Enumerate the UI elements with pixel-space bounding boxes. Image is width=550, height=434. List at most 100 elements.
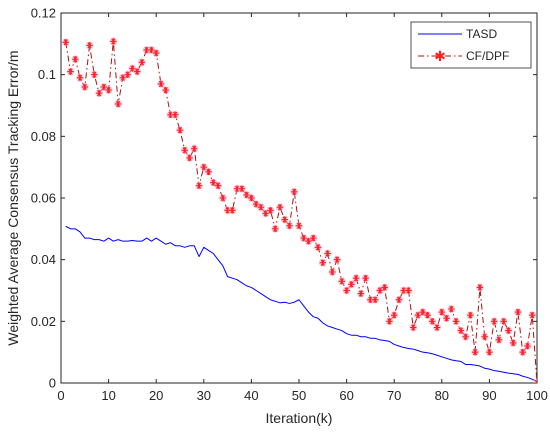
data-point	[162, 86, 169, 94]
data-point	[495, 336, 503, 344]
data-point	[519, 348, 526, 356]
data-point	[295, 222, 303, 229]
data-point	[72, 56, 79, 63]
y-tick-label: 0.04	[31, 252, 56, 267]
data-point	[191, 145, 198, 152]
x-tick-label: 70	[387, 388, 401, 403]
series-line-tasd	[65, 225, 537, 382]
legend-cfdpf-label: CF/DPF	[466, 49, 509, 63]
data-point	[338, 278, 346, 285]
legend-cfdpf-marker: ✱	[434, 49, 446, 65]
y-axis-ticks: 0 0.02 0.04 0.06 0.08 0.1 0.12	[31, 6, 537, 391]
data-point	[100, 83, 108, 91]
data-point	[514, 308, 522, 316]
data-point	[267, 207, 274, 214]
data-point	[467, 311, 474, 319]
series-line-cf-dpf	[65, 40, 537, 383]
data-point	[405, 287, 412, 294]
data-point	[138, 59, 146, 66]
y-tick-label: 0.06	[31, 191, 56, 206]
data-point	[210, 179, 217, 186]
data-point	[181, 147, 188, 154]
data-point	[357, 290, 365, 297]
x-axis-ticks: 0 10 20 30 40 50 60 70 80 90 100	[57, 13, 548, 403]
data-point	[352, 274, 360, 282]
x-tick-label: 50	[292, 388, 306, 403]
data-point	[167, 111, 174, 118]
x-tick-label: 90	[482, 388, 496, 403]
data-point	[462, 333, 469, 340]
y-axis-label: Weighted Average Consensus Tracking Erro…	[5, 50, 21, 345]
data-point	[129, 65, 136, 72]
data-point	[529, 311, 536, 319]
data-point	[362, 274, 369, 282]
data-point	[314, 244, 322, 251]
data-point	[490, 318, 498, 325]
data-point	[443, 315, 450, 322]
data-point	[272, 225, 279, 233]
data-point	[329, 268, 336, 276]
data-point	[319, 259, 326, 266]
data-point	[81, 83, 88, 91]
x-tick-label: 0	[57, 388, 64, 403]
data-point	[510, 339, 517, 347]
x-axis-label: Iteration(k)	[266, 410, 333, 426]
data-point	[424, 311, 431, 319]
data-point	[205, 168, 212, 175]
data-point	[114, 100, 122, 108]
legend-tasd-label: TASD	[466, 27, 497, 41]
x-tick-label: 60	[339, 388, 353, 403]
y-tick-label: 0.08	[31, 129, 56, 144]
data-point	[343, 287, 350, 294]
data-point	[186, 154, 193, 162]
data-point	[381, 284, 388, 291]
data-point	[524, 342, 531, 350]
x-tick-label: 80	[435, 388, 449, 403]
data-point	[86, 42, 93, 49]
data-point	[471, 348, 479, 356]
data-point	[195, 182, 203, 189]
data-point	[500, 318, 507, 325]
data-point	[133, 68, 141, 75]
data-point	[224, 207, 231, 214]
data-point	[91, 71, 98, 78]
data-point	[286, 222, 293, 229]
data-point	[67, 68, 74, 75]
x-tick-label: 10	[101, 388, 115, 403]
data-point	[238, 185, 246, 192]
series-layer	[61, 37, 537, 383]
data-point	[386, 318, 393, 325]
data-point	[333, 256, 341, 263]
data-point	[452, 318, 460, 325]
data-point	[62, 39, 69, 46]
y-tick-label: 0.12	[31, 6, 56, 21]
data-point	[110, 38, 117, 45]
data-point	[371, 296, 379, 303]
data-point	[448, 305, 455, 313]
data-point	[457, 327, 465, 334]
data-point	[486, 348, 493, 356]
data-point	[176, 126, 184, 134]
data-point	[124, 71, 131, 78]
data-point	[291, 188, 298, 196]
data-point	[219, 194, 227, 202]
data-point	[281, 216, 288, 223]
data-point	[276, 204, 284, 211]
data-point	[105, 86, 112, 94]
x-tick-label: 40	[244, 388, 258, 403]
data-point	[76, 74, 84, 81]
y-tick-label: 0	[49, 376, 56, 391]
data-point	[348, 281, 355, 288]
legend-box	[410, 21, 532, 69]
data-point	[95, 89, 103, 97]
x-tick-label: 100	[526, 388, 548, 403]
data-point	[248, 194, 255, 202]
data-point	[214, 182, 222, 189]
y-tick-label: 0.02	[31, 314, 56, 329]
data-point	[310, 234, 317, 242]
data-point	[433, 324, 441, 331]
data-point	[505, 327, 512, 334]
data-point	[481, 333, 488, 340]
data-point	[476, 284, 484, 291]
data-point	[153, 49, 160, 57]
